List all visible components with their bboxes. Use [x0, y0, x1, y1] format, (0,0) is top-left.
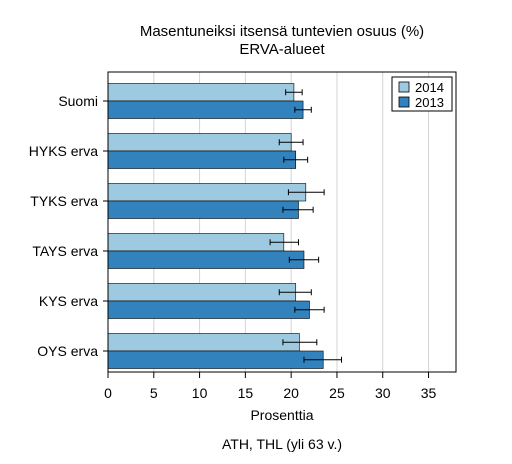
x-tick-label: 0 [104, 385, 112, 401]
bar-kys-erva-2013 [107, 300, 310, 319]
source-note: ATH, THL (yli 63 v.) [222, 436, 342, 452]
bar-tyks-erva-2014 [107, 183, 307, 202]
x-axis: 0 5 10 15 20 25 30 35 [104, 372, 437, 401]
legend-label-2014: 2014 [415, 80, 444, 95]
y-tick-label: HYKS erva [29, 143, 98, 159]
y-tick-label: TYKS erva [30, 193, 98, 209]
x-tick-label: 20 [283, 385, 299, 401]
legend-swatch-2013 [398, 96, 410, 108]
bar-hyks-erva-2014 [107, 133, 292, 152]
x-axis-label: Prosenttia [250, 407, 313, 423]
bar-oys-erva-2014 [107, 333, 300, 352]
x-tick-label: 25 [329, 385, 345, 401]
x-tick-label: 10 [192, 385, 208, 401]
bar-oys-erva-2013 [107, 350, 324, 369]
chart-title: Masentuneiksi itsensä tuntevien osuus (%… [140, 23, 424, 40]
y-tick-label: Suomi [58, 93, 98, 109]
error-bars [269, 89, 343, 363]
legend-swatch-2014 [398, 81, 410, 93]
chart-subtitle: ERVA-alueet [239, 41, 325, 58]
bar-kys-erva-2014 [107, 283, 297, 302]
y-tick-label: KYS erva [39, 293, 98, 309]
legend: 2014 2013 [391, 76, 453, 112]
x-tick-label: 5 [150, 385, 158, 401]
bars [107, 83, 324, 369]
plot-frame [107, 71, 457, 373]
legend-label-2013: 2013 [415, 95, 444, 110]
bar-suomi-2014 [107, 83, 295, 102]
x-tick-label: 35 [421, 385, 437, 401]
y-tick-label: TAYS erva [32, 243, 98, 259]
bar-tyks-erva-2013 [107, 200, 299, 219]
x-tick-label: 30 [375, 385, 391, 401]
grid [153, 72, 430, 372]
y-tick-label: OYS erva [37, 343, 98, 359]
bar-suomi-2013 [107, 100, 304, 119]
bar-tays-erva-2013 [107, 250, 305, 269]
bar-tays-erva-2014 [107, 233, 285, 252]
bar-hyks-erva-2013 [107, 150, 297, 169]
y-axis: Suomi HYKS erva TYKS erva TAYS erva KYS erva… [29, 93, 108, 359]
x-tick-label: 15 [238, 385, 254, 401]
